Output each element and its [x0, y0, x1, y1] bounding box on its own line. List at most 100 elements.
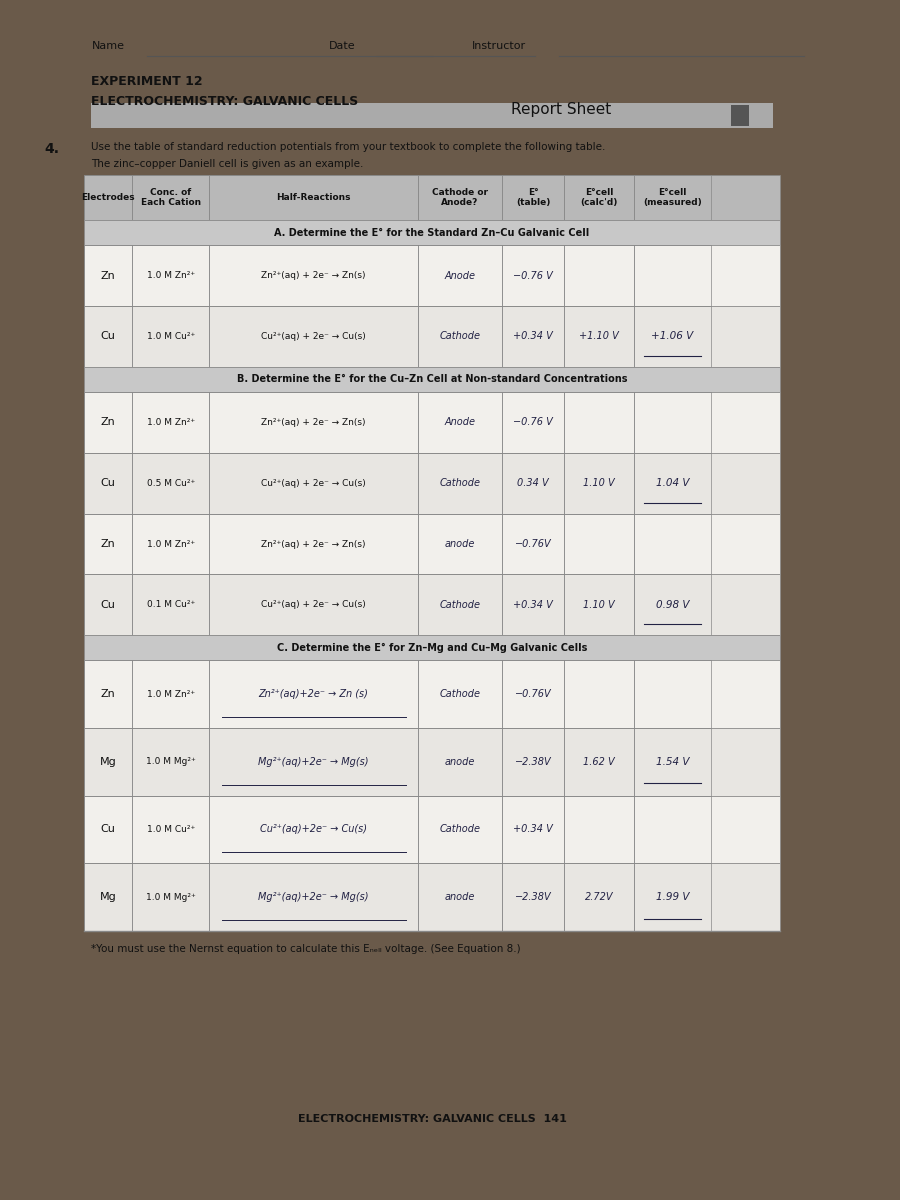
- Bar: [418, 306, 501, 367]
- Text: Date: Date: [329, 41, 356, 50]
- Text: Cu: Cu: [101, 331, 115, 342]
- Bar: [634, 306, 711, 367]
- Text: +1.10 V: +1.10 V: [580, 331, 619, 342]
- Text: Zn: Zn: [101, 689, 115, 700]
- Text: ELECTROCHEMISTRY: GALVANIC CELLS  141: ELECTROCHEMISTRY: GALVANIC CELLS 141: [298, 1114, 566, 1123]
- Text: anode: anode: [445, 539, 475, 550]
- Text: 1.10 V: 1.10 V: [583, 600, 615, 610]
- Text: Zn²⁺(aq) + 2e⁻ → Zn(s): Zn²⁺(aq) + 2e⁻ → Zn(s): [261, 271, 365, 280]
- Text: 1.54 V: 1.54 V: [656, 757, 689, 767]
- Text: 1.10 V: 1.10 V: [583, 478, 615, 488]
- Text: Cathode: Cathode: [439, 600, 481, 610]
- Bar: [132, 306, 209, 367]
- Text: Zn²⁺(aq)+2e⁻ → Zn (s): Zn²⁺(aq)+2e⁻ → Zn (s): [258, 689, 368, 700]
- Bar: [634, 728, 711, 796]
- Text: 0.98 V: 0.98 V: [656, 600, 689, 610]
- Bar: [84, 728, 780, 796]
- Bar: [84, 863, 780, 931]
- Text: −2.38V: −2.38V: [515, 892, 552, 902]
- Text: −0.76V: −0.76V: [515, 689, 552, 700]
- Text: anode: anode: [445, 757, 475, 767]
- Text: B. Determine the E° for the Cu–Zn Cell at Non-standard Concentrations: B. Determine the E° for the Cu–Zn Cell a…: [237, 374, 627, 384]
- Bar: [132, 796, 209, 863]
- Text: E°cell
(calc'd): E°cell (calc'd): [580, 188, 618, 208]
- Text: Cu²⁺(aq) + 2e⁻ → Cu(s): Cu²⁺(aq) + 2e⁻ → Cu(s): [261, 332, 366, 341]
- Bar: [564, 728, 634, 796]
- Text: Cathode: Cathode: [439, 478, 481, 488]
- Text: C. Determine the E° for Zn–Mg and Cu–Mg Galvanic Cells: C. Determine the E° for Zn–Mg and Cu–Mg …: [277, 643, 587, 653]
- Bar: [209, 728, 418, 796]
- Text: Mg: Mg: [100, 892, 116, 902]
- Text: +0.34 V: +0.34 V: [513, 331, 553, 342]
- Bar: [418, 575, 501, 635]
- Text: Report Sheet: Report Sheet: [511, 102, 611, 118]
- Text: Mg: Mg: [100, 757, 116, 767]
- Bar: [634, 660, 711, 728]
- Bar: [84, 575, 780, 635]
- Text: 1.62 V: 1.62 V: [583, 757, 615, 767]
- Bar: [418, 245, 501, 306]
- Text: −2.38V: −2.38V: [515, 757, 552, 767]
- Text: Cu: Cu: [101, 478, 115, 488]
- Text: Half-Reactions: Half-Reactions: [276, 193, 351, 203]
- Bar: [84, 575, 132, 635]
- Bar: [564, 391, 634, 452]
- Bar: [84, 514, 132, 575]
- Bar: [84, 660, 132, 728]
- Bar: [132, 728, 209, 796]
- Bar: [132, 245, 209, 306]
- Text: Electrodes: Electrodes: [81, 193, 135, 203]
- Bar: [84, 221, 780, 245]
- Text: Zn: Zn: [101, 270, 115, 281]
- Bar: [132, 514, 209, 575]
- Bar: [84, 245, 780, 306]
- Bar: [84, 660, 780, 728]
- Bar: [501, 175, 564, 221]
- Text: Mg²⁺(aq)+2e⁻ → Mg(s): Mg²⁺(aq)+2e⁻ → Mg(s): [258, 757, 369, 767]
- Text: −0.76 V: −0.76 V: [513, 270, 553, 281]
- Bar: [564, 575, 634, 635]
- Text: 1.0 M Cu²⁺: 1.0 M Cu²⁺: [147, 332, 194, 341]
- Bar: [564, 306, 634, 367]
- Text: +1.06 V: +1.06 V: [652, 331, 694, 342]
- Bar: [501, 391, 564, 452]
- Text: ELECTROCHEMISTRY: GALVANIC CELLS: ELECTROCHEMISTRY: GALVANIC CELLS: [92, 95, 359, 108]
- Bar: [84, 391, 780, 452]
- Bar: [209, 452, 418, 514]
- Text: 1.0 M Mg²⁺: 1.0 M Mg²⁺: [146, 893, 195, 901]
- Bar: [501, 796, 564, 863]
- Bar: [132, 452, 209, 514]
- Text: Cathode or
Anode?: Cathode or Anode?: [432, 188, 488, 208]
- Text: 1.0 M Cu²⁺: 1.0 M Cu²⁺: [147, 824, 194, 834]
- Bar: [564, 514, 634, 575]
- Bar: [501, 575, 564, 635]
- Text: +0.34 V: +0.34 V: [513, 600, 553, 610]
- Text: 2.72V: 2.72V: [585, 892, 614, 902]
- Text: 0.1 M Cu²⁺: 0.1 M Cu²⁺: [147, 600, 194, 610]
- Bar: [418, 660, 501, 728]
- Text: Name: Name: [92, 41, 124, 50]
- Bar: [634, 391, 711, 452]
- Text: *You must use the Nernst equation to calculate this Eₙₑₗₗ voltage. (See Equation: *You must use the Nernst equation to cal…: [92, 944, 521, 954]
- Text: Cu: Cu: [101, 600, 115, 610]
- Bar: [634, 175, 711, 221]
- Bar: [84, 306, 780, 367]
- Text: 0.34 V: 0.34 V: [518, 478, 549, 488]
- Bar: [501, 306, 564, 367]
- Text: 1.04 V: 1.04 V: [656, 478, 689, 488]
- Bar: [84, 635, 780, 660]
- Bar: [564, 796, 634, 863]
- Text: Conc. of
Each Cation: Conc. of Each Cation: [140, 188, 201, 208]
- Text: −0.76 V: −0.76 V: [513, 418, 553, 427]
- Text: 0.5 M Cu²⁺: 0.5 M Cu²⁺: [147, 479, 194, 487]
- Bar: [209, 796, 418, 863]
- Text: Zn: Zn: [101, 539, 115, 550]
- Bar: [132, 391, 209, 452]
- Bar: [501, 863, 564, 931]
- Text: anode: anode: [445, 892, 475, 902]
- Text: E°cell
(measured): E°cell (measured): [644, 188, 702, 208]
- Text: Instructor: Instructor: [472, 41, 526, 50]
- Bar: [132, 863, 209, 931]
- Text: Zn²⁺(aq) + 2e⁻ → Zn(s): Zn²⁺(aq) + 2e⁻ → Zn(s): [261, 418, 365, 427]
- Bar: [209, 391, 418, 452]
